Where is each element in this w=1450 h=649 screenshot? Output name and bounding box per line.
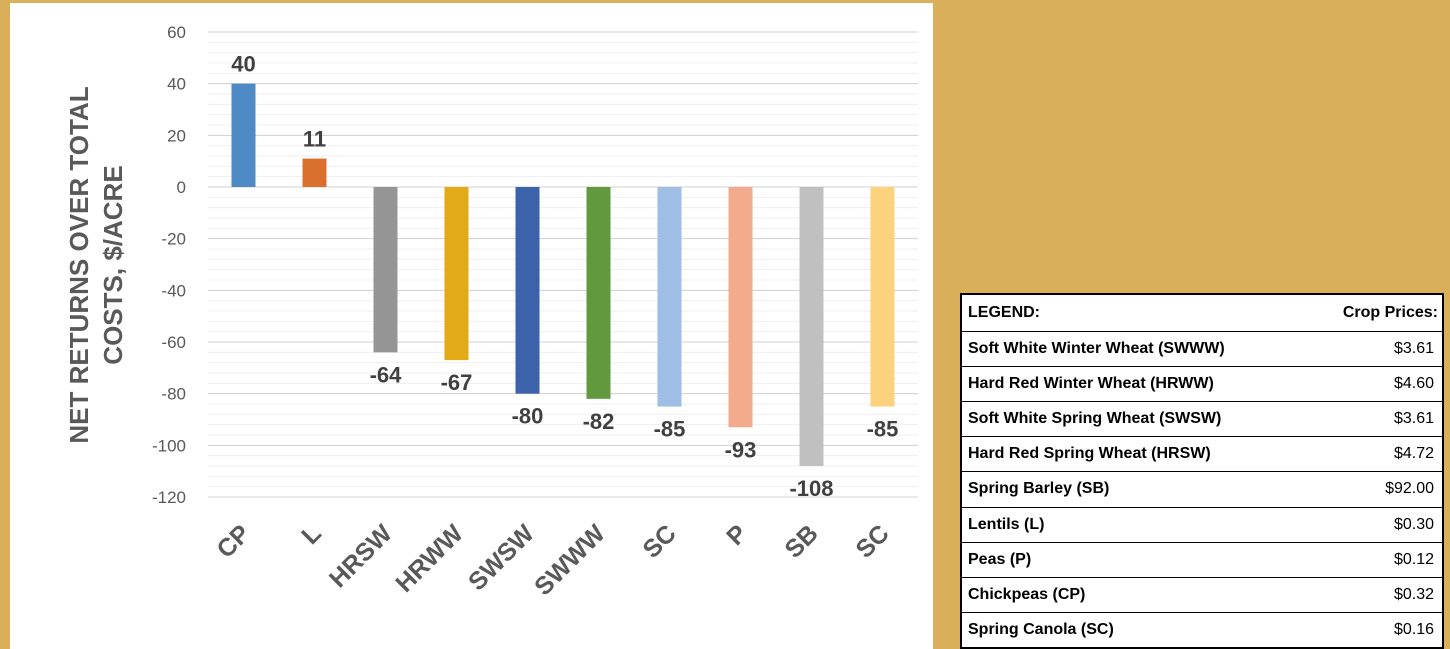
y-tick-label: -40 (161, 281, 186, 300)
legend-row: Spring Barley (SB) $92.00 (961, 471, 1443, 508)
x-tick-label: HRSW (324, 519, 398, 593)
legend-row: Peas (P) $0.12 (961, 542, 1443, 578)
y-tick-label: -120 (152, 488, 186, 507)
x-tick-label: CP (211, 519, 255, 563)
y-tick-label: 60 (167, 23, 186, 42)
data-labels: 40 11 -64 -67 -80 -82 -85 -93 -108 -85 (231, 52, 898, 501)
legend-table: LEGEND: Crop Prices: Soft White Winter W… (960, 293, 1444, 649)
x-tick-label: L (296, 519, 327, 550)
legend-crop-price: $0.32 (1306, 577, 1443, 613)
x-tick-label: SWSW (463, 519, 540, 596)
x-tick-label: SC (850, 519, 894, 563)
legend-crop-name: Lentils (L) (961, 507, 1307, 543)
legend-crop-price: $92.00 (1306, 471, 1443, 508)
bar (657, 187, 682, 407)
legend-crop-price: $0.30 (1306, 507, 1443, 543)
legend-crop-name: Hard Red Spring Wheat (HRSW) (961, 436, 1307, 473)
legend-row: Soft White Winter Wheat (SWWW) $3.61 (961, 331, 1443, 368)
y-tick-label: -80 (161, 385, 186, 404)
legend-crop-name: Soft White Winter Wheat (SWWW) (961, 331, 1307, 368)
legend-header-price: Crop Prices: (1306, 294, 1443, 332)
y-tick-labels: 60 40 20 0 -20 -40 -60 -80 -100 -120 (152, 23, 186, 507)
legend-crop-price: $4.72 (1306, 436, 1443, 473)
y-axis-title-line-2: COSTS, $/ACRE (98, 165, 128, 364)
bar (515, 187, 540, 394)
bar (444, 187, 469, 361)
legend-crop-price: $0.12 (1306, 542, 1443, 578)
x-tick-label: P (721, 519, 753, 551)
legend-row: Soft White Spring Wheat (SWSW) $3.61 (961, 401, 1443, 438)
legend-crop-price: $3.61 (1306, 401, 1443, 438)
legend-crop-price: $0.16 (1306, 612, 1443, 649)
data-label: -93 (725, 437, 757, 462)
x-tick-label: HRWW (390, 519, 469, 598)
x-tick-label: SB (779, 519, 823, 563)
data-label: 40 (231, 52, 255, 77)
legend-crop-price: $4.60 (1306, 366, 1443, 403)
legend-crop-name: Hard Red Winter Wheat (HRWW) (961, 366, 1307, 403)
bar (231, 83, 256, 187)
x-tick-label: SWWW (529, 519, 611, 601)
bar (728, 187, 753, 428)
legend-header-row: LEGEND: Crop Prices: (961, 294, 1443, 332)
data-label: -85 (654, 417, 686, 442)
legend-header-label: LEGEND: (961, 294, 1307, 332)
legend-crop-name: Spring Canola (SC) (961, 612, 1307, 649)
y-tick-label: 40 (167, 75, 186, 94)
legend-crop-price: $3.61 (1306, 331, 1443, 368)
y-axis-title-line-1: NET RETURNS OVER TOTAL (64, 86, 94, 443)
data-label: -108 (789, 476, 833, 501)
legend-row: Spring Canola (SC) $0.16 (961, 612, 1443, 649)
y-tick-label: -20 (161, 230, 186, 249)
bar (799, 187, 824, 466)
bar-chart: 60 40 20 0 -20 -40 -60 -80 -100 -120 40 11 -64 -67 -8… (64, 23, 918, 601)
bar (302, 158, 327, 187)
chart-panel: 60 40 20 0 -20 -40 -60 -80 -100 -120 40 11 -64 -67 -8… (10, 3, 933, 649)
legend-row: Chickpeas (CP) $0.32 (961, 577, 1443, 613)
legend-crop-name: Chickpeas (CP) (961, 577, 1307, 613)
data-label: -67 (441, 370, 473, 395)
data-label: -64 (370, 362, 403, 387)
x-tick-label: SC (637, 519, 681, 563)
legend-crop-name: Spring Barley (SB) (961, 471, 1307, 508)
data-label: -80 (512, 404, 544, 429)
bar (870, 187, 895, 407)
data-label: -85 (867, 417, 899, 442)
legend-row: Hard Red Spring Wheat (HRSW) $4.72 (961, 436, 1443, 473)
y-tick-label: 0 (177, 178, 186, 197)
bars (231, 83, 895, 466)
legend-crop-name: Peas (P) (961, 542, 1307, 578)
legend-row: Hard Red Winter Wheat (HRWW) $4.60 (961, 366, 1443, 403)
bar (373, 187, 398, 353)
y-tick-label: 20 (167, 126, 186, 145)
data-label: 11 (303, 127, 326, 152)
legend-row: Lentils (L) $0.30 (961, 507, 1443, 543)
bar (586, 187, 611, 399)
y-tick-label: -60 (161, 333, 186, 352)
y-tick-label: -100 (152, 436, 186, 455)
data-label: -82 (583, 409, 615, 434)
legend-crop-name: Soft White Spring Wheat (SWSW) (961, 401, 1307, 438)
y-axis-title: NET RETURNS OVER TOTAL COSTS, $/ACRE (64, 86, 128, 443)
